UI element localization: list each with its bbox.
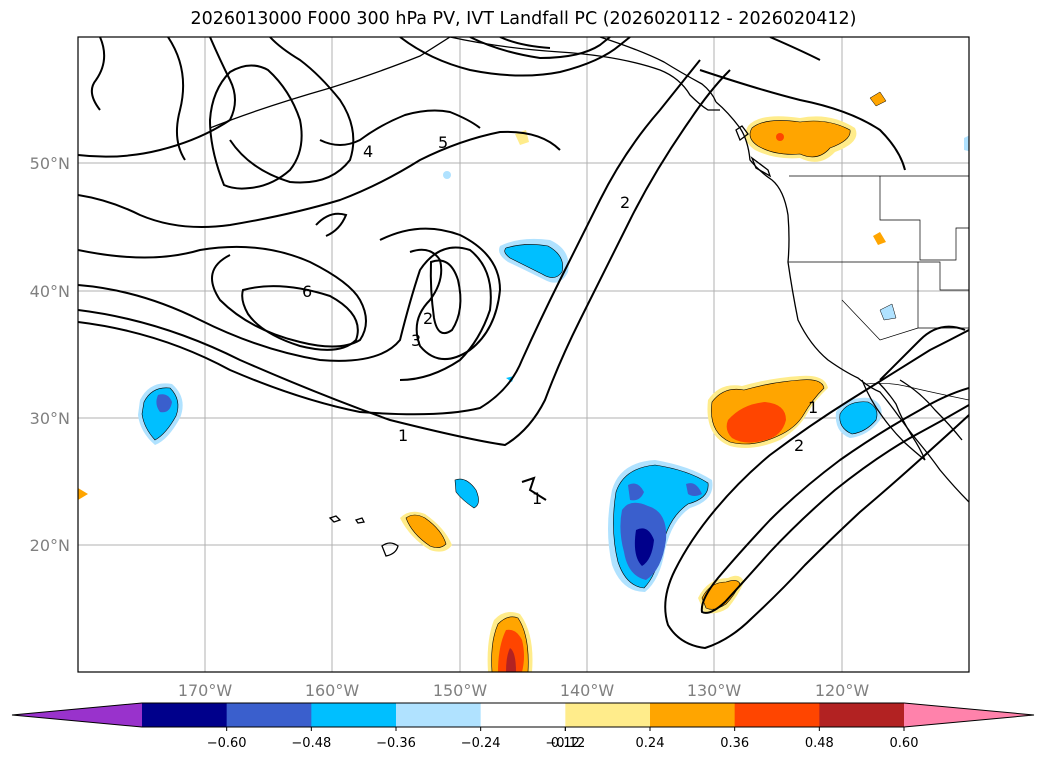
colorbar-segment <box>396 703 482 727</box>
colorbar-tick-label: 0.60 <box>890 736 919 751</box>
colorbar-tick-label: −0.12 <box>545 736 585 751</box>
contour-label-3: 3 <box>411 331 421 350</box>
lon-label-130w: 130°W <box>687 681 742 700</box>
colorbar-segment <box>311 703 397 727</box>
blob-coastal-positive <box>707 375 828 448</box>
lon-label-160w: 160°W <box>305 681 360 700</box>
colorbar-segment <box>142 703 228 727</box>
hawaii-island <box>354 517 365 524</box>
hawaii-island-2 <box>328 515 342 523</box>
vancouver-island <box>750 156 772 178</box>
contour-label-1-small: 1 <box>532 489 542 508</box>
colorbar-segment <box>226 703 312 727</box>
state-lines-2 <box>788 261 969 291</box>
contour-baja <box>879 325 966 381</box>
colorbar-tick-label: 0.36 <box>720 736 749 751</box>
blob-small-negative-2 <box>879 303 897 321</box>
colorbar-outline <box>11 702 1035 728</box>
blob-bc-positive <box>745 91 969 162</box>
hawaii-big-island <box>381 542 399 557</box>
lat-label-40n: 40°N <box>30 282 70 301</box>
contour-small-1 <box>521 476 547 501</box>
contour-3 <box>78 246 492 381</box>
contour-label-1: 1 <box>398 426 408 445</box>
lon-label-140w: 140°W <box>560 681 615 700</box>
contour-2 <box>78 59 701 416</box>
contour-label-2-east: 2 <box>794 436 804 455</box>
contour-3-top <box>469 37 611 60</box>
contour-5-center <box>379 227 502 360</box>
contour-5-north <box>319 109 481 146</box>
pv-contour-labels: 1 2 3 4 5 6 1 2 1 2 <box>302 133 818 508</box>
lon-label-170w: 170°W <box>178 681 233 700</box>
contour-3-north <box>78 130 561 229</box>
lat-label-50n: 50°N <box>30 154 70 173</box>
blob-hawaii-positive <box>400 511 452 552</box>
blob-bottom-positive <box>487 612 533 672</box>
contour-label-2-ne: 2 <box>620 193 630 212</box>
colorbar-tick-label: 0.48 <box>805 736 834 751</box>
contour-6-west <box>241 285 359 351</box>
colorbar-tick-label: −0.48 <box>291 736 331 751</box>
blob-baja-negative <box>835 397 882 438</box>
ivt-filled-field <box>78 91 969 672</box>
colorbar-segment <box>819 703 905 727</box>
lon-label-150w: 150°W <box>433 681 488 700</box>
contour-1 <box>78 69 731 447</box>
contour-2-north-loop <box>208 64 303 190</box>
lon-labels: 170°W 160°W 150°W 140°W 130°W 120°W <box>178 681 870 700</box>
lon-label-120w: 120°W <box>815 681 870 700</box>
pv-contours <box>78 37 969 650</box>
colorbar-tick-label: −0.60 <box>207 736 247 751</box>
contour-label-5: 5 <box>438 133 448 152</box>
colorbar-segment <box>734 703 820 727</box>
contour-2-ne <box>699 69 906 171</box>
colorbar-tick-label: 0.12 <box>551 736 580 751</box>
colorbar-extend-max <box>904 703 1034 727</box>
colorbar-tick-label: 0.24 <box>636 736 665 751</box>
haida-gwaii <box>735 125 749 142</box>
blob-small-negative <box>454 478 479 509</box>
contour-5-top <box>499 37 551 49</box>
contour-west-top-2 <box>90 37 106 111</box>
contour-label-6: 6 <box>302 282 312 301</box>
contour-4-top <box>399 37 631 77</box>
colorbar-tick-label: −0.24 <box>461 736 501 751</box>
colorbar: −0.60 −0.48 −0.36 −0.24 −0.120.12 0.24 0.36 0.4… <box>11 702 1035 751</box>
colorbar-extend-min <box>12 703 142 727</box>
contour-small-5 <box>315 212 348 237</box>
lat-label-30n: 30°N <box>30 409 70 428</box>
lat-label-20n: 20°N <box>30 536 70 555</box>
colorbar-segment <box>650 703 736 727</box>
contour-west-top <box>167 37 186 161</box>
map-frame <box>77 36 970 673</box>
contour-4 <box>78 245 367 348</box>
contour-2-inner <box>429 259 462 334</box>
contour-ne-edge <box>769 37 821 61</box>
contour-1-east <box>664 329 969 650</box>
colorbar-segment <box>480 703 566 727</box>
colorbar-segment <box>565 703 651 727</box>
contour-west-north <box>78 37 236 158</box>
baja-peninsula <box>861 379 926 461</box>
blob-ne-negative <box>443 130 569 382</box>
blob-west-negative <box>78 383 183 500</box>
alaska-south-coast <box>449 37 720 111</box>
contour-label-4: 4 <box>363 142 373 161</box>
blob-small-positive <box>873 232 886 245</box>
blob-subtropical-negative <box>608 460 713 592</box>
contour-2-east <box>700 387 969 614</box>
contour-label-2: 2 <box>423 309 433 328</box>
lat-labels: 50°N 40°N 30°N 20°N <box>30 154 70 555</box>
state-lines <box>879 176 969 261</box>
figure-title: 2026013000 F000 300 hPa PV, IVT Landfall… <box>190 9 857 29</box>
west-coast <box>715 101 969 503</box>
colorbar-tick-label: −0.36 <box>376 736 416 751</box>
contour-label-1-east: 1 <box>808 398 818 417</box>
